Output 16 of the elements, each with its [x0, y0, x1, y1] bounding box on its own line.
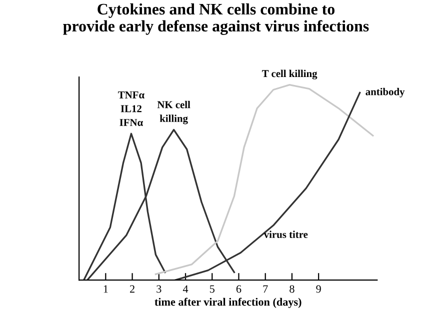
x-tick-label: 6	[236, 285, 242, 293]
x-tick-label: 7	[263, 285, 268, 293]
x-tick-label: 8	[290, 285, 294, 293]
series-label: TNFα IL12 IFNα	[118, 91, 144, 126]
chart-title: Cytokines and NK cells combine to provide early defense against virus infections	[63, 3, 369, 35]
series-label: antibody	[366, 88, 405, 98]
x-tick-label: 5	[210, 285, 214, 293]
x-axis-title: time after viral infection (days)	[154, 298, 302, 308]
series-label: T cell killing	[262, 70, 318, 80]
annotation: virus titre	[264, 230, 308, 238]
x-tick-label: 2	[130, 285, 134, 293]
x-tick-label: 3	[156, 285, 162, 293]
series-label: NK cell killing	[157, 100, 190, 124]
x-tick-label: 4	[182, 285, 188, 293]
x-tick-label: 1	[104, 285, 108, 293]
x-tick-label: 9	[316, 285, 321, 293]
